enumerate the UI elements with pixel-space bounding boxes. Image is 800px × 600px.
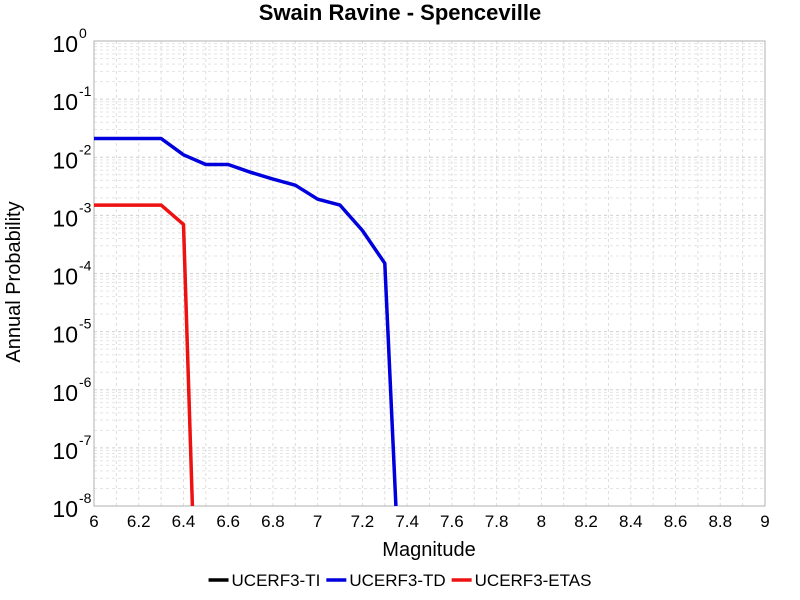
x-tick-label: 7.4 bbox=[395, 512, 419, 531]
x-tick-label: 8.8 bbox=[708, 512, 732, 531]
y-tick-exponent: -4 bbox=[79, 258, 92, 274]
y-tick-label: 10 bbox=[52, 322, 78, 348]
y-tick-label: 10 bbox=[52, 147, 78, 173]
x-tick-label: 7.8 bbox=[485, 512, 509, 531]
x-tick-label: 6.4 bbox=[172, 512, 196, 531]
plot-area bbox=[93, 40, 766, 507]
y-tick-exponent: -8 bbox=[79, 490, 92, 506]
chart-title: Swain Ravine - Spenceville bbox=[259, 0, 541, 25]
x-tick-label: 6.2 bbox=[127, 512, 151, 531]
y-tick-exponent: -3 bbox=[79, 199, 92, 215]
x-tick-label: 7.6 bbox=[440, 512, 464, 531]
x-tick-label: 7.2 bbox=[351, 512, 375, 531]
y-tick-exponent: -1 bbox=[79, 83, 92, 99]
x-tick-label: 6.8 bbox=[261, 512, 285, 531]
x-axis-label: Magnitude bbox=[382, 539, 475, 561]
y-tick-label: 10 bbox=[52, 89, 78, 115]
y-tick-label: 10 bbox=[52, 496, 78, 522]
y-tick-exponent: -7 bbox=[79, 432, 92, 448]
x-axis-ticks: 6 6.2 6.4 6.6 6.8 7 7.2 7.4 7.6 7.8 8 8.2 8.4 8.6 8.8 9 bbox=[89, 512, 769, 531]
y-tick-label: 10 bbox=[52, 264, 78, 290]
x-tick-label: 8 bbox=[537, 512, 546, 531]
y-tick-exponent: -5 bbox=[79, 316, 92, 332]
x-tick-label: 6.6 bbox=[216, 512, 240, 531]
grid bbox=[93, 41, 765, 507]
legend-label: UCERF3-TI bbox=[232, 571, 321, 590]
y-tick-exponent: 0 bbox=[79, 25, 87, 41]
x-tick-label: 7 bbox=[313, 512, 322, 531]
y-tick-label: 10 bbox=[52, 438, 78, 464]
series-group bbox=[94, 136, 398, 507]
x-tick-label: 8.6 bbox=[664, 512, 688, 531]
x-tick-label: 8.2 bbox=[574, 512, 598, 531]
x-tick-label: 6 bbox=[89, 512, 98, 531]
y-tick-label: 10 bbox=[52, 205, 78, 231]
y-tick-label: 10 bbox=[52, 380, 78, 406]
y-tick-exponent: -2 bbox=[79, 141, 92, 157]
legend: UCERF3-TI UCERF3-TD UCERF3-ETAS bbox=[208, 571, 592, 590]
legend-label: UCERF3-TD bbox=[349, 571, 445, 590]
x-tick-label: 9 bbox=[760, 512, 769, 531]
x-tick-label: 8.4 bbox=[619, 512, 643, 531]
legend-label: UCERF3-ETAS bbox=[475, 571, 592, 590]
series-line-ucerf3-td bbox=[94, 136, 398, 507]
y-axis-label: Annual Probability bbox=[3, 201, 25, 362]
series-line-ucerf3-etas bbox=[94, 203, 195, 507]
y-tick-exponent: -6 bbox=[79, 374, 92, 390]
y-tick-label: 10 bbox=[52, 31, 78, 57]
